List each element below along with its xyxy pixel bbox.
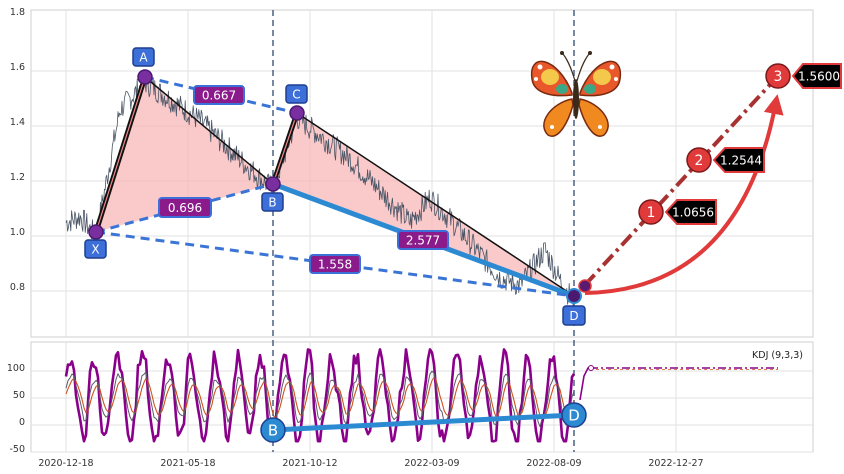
svg-text:C: C <box>292 88 300 102</box>
svg-text:3: 3 <box>774 69 783 85</box>
kdj-divergence-b: B <box>260 417 286 443</box>
point-label-x: X <box>84 239 107 259</box>
kdj-divergence-b-circle <box>260 417 286 443</box>
target-1-circle <box>638 199 664 225</box>
target-3: 3 1.5600 <box>765 63 842 89</box>
point-label-c: C <box>285 84 308 104</box>
svg-text:X: X <box>91 243 99 257</box>
leg-ab <box>144 76 274 185</box>
svg-text:B: B <box>268 196 276 210</box>
kdj-divergence-line <box>272 412 575 433</box>
target-markers: 1 1.0656 2 1.2544 3 1.5600 <box>638 63 842 225</box>
kdj-tick-label: -50 <box>9 444 25 455</box>
kdj-tick-label: 0 <box>19 417 25 428</box>
ratio-label-bd: 2.577 <box>397 230 449 250</box>
target-3-circle <box>765 63 791 89</box>
ratio-label-xd: 1.558 <box>309 254 361 274</box>
kdj-tick-labels: -50 0 50 100 <box>7 363 25 455</box>
svg-text:1.0656: 1.0656 <box>672 206 714 220</box>
target-2-tag <box>712 147 765 173</box>
kdj-divergence-d-circle <box>561 402 587 428</box>
kdj-k-line <box>65 370 575 428</box>
price-tick-label: 1.8 <box>10 7 25 18</box>
xab-triangle <box>96 77 273 232</box>
svg-text:0.667: 0.667 <box>202 89 236 103</box>
date-tick-label: 2021-10-12 <box>282 458 337 469</box>
date-tick-label: 2022-12-27 <box>648 458 703 469</box>
kdj-divergence: B D <box>260 402 587 443</box>
leg-xa-inner <box>95 76 146 233</box>
svg-text:B: B <box>268 422 278 440</box>
target-3-tag <box>791 63 842 89</box>
svg-text:A: A <box>139 51 148 65</box>
date-tick-label: 2021-05-18 <box>160 458 215 469</box>
kdj-divergence-d: D <box>561 402 587 428</box>
svg-text:2.577: 2.577 <box>406 234 440 248</box>
point-x-marker <box>88 224 104 240</box>
svg-text:2: 2 <box>695 153 704 169</box>
svg-text:D: D <box>568 407 580 425</box>
kdj-d-line <box>65 376 575 418</box>
ratio-labels: 0.667 0.696 2.577 1.558 <box>158 85 449 274</box>
date-tick-label: 2020-12-18 <box>38 458 93 469</box>
price-tick-label: 1.2 <box>10 172 25 183</box>
kdj-legend: KDJ (9,3,3) <box>752 350 803 361</box>
date-tick-label: 2022-08-09 <box>526 458 581 469</box>
price-tick-labels: 0.8 1.0 1.2 1.4 1.6 1.8 <box>10 7 25 293</box>
pattern-point-markers <box>88 69 592 304</box>
pattern-point-labels: X A B C D <box>84 47 586 326</box>
butterfly-icon <box>531 51 621 137</box>
projection-start-marker <box>578 279 592 293</box>
point-c-marker <box>289 105 305 121</box>
target-2-circle <box>686 147 712 173</box>
point-label-d: D <box>562 305 586 326</box>
kdj-series <box>64 348 778 443</box>
point-b-marker <box>265 176 281 192</box>
price-tick-label: 1.0 <box>10 227 25 238</box>
svg-text:1.2544: 1.2544 <box>720 154 762 168</box>
point-a-marker <box>137 69 153 85</box>
svg-text:0.696: 0.696 <box>168 201 202 215</box>
price-tick-label: 1.4 <box>10 117 25 128</box>
svg-text:1.558: 1.558 <box>318 258 352 272</box>
svg-text:1: 1 <box>647 205 656 221</box>
price-tick-label: 0.8 <box>10 282 25 293</box>
target-1-tag <box>664 199 717 225</box>
kdj-tick-label: 50 <box>13 390 25 401</box>
kdj-projection-marker <box>588 365 594 371</box>
svg-text:1.5600: 1.5600 <box>798 70 840 84</box>
leg-bc-inner <box>272 112 298 185</box>
ratio-label-ac: 0.667 <box>193 85 245 105</box>
point-label-a: A <box>132 47 155 67</box>
point-d-marker <box>566 288 582 304</box>
point-label-b: B <box>261 192 284 212</box>
kdj-j-line <box>64 348 576 443</box>
projection-dashdot-line <box>583 74 780 287</box>
target-2: 2 1.2544 <box>686 147 765 173</box>
svg-text:D: D <box>569 309 578 323</box>
kdj-tick-label: 100 <box>7 363 25 374</box>
ratio-label-xb: 0.696 <box>158 197 212 218</box>
price-tick-label: 1.6 <box>10 62 25 73</box>
leg-cd <box>296 112 575 297</box>
target-1: 1 1.0656 <box>638 199 717 225</box>
date-tick-label: 2022-03-09 <box>404 458 459 469</box>
date-tick-labels: 2020-12-18 2021-05-18 2021-10-12 2022-03… <box>38 458 703 469</box>
